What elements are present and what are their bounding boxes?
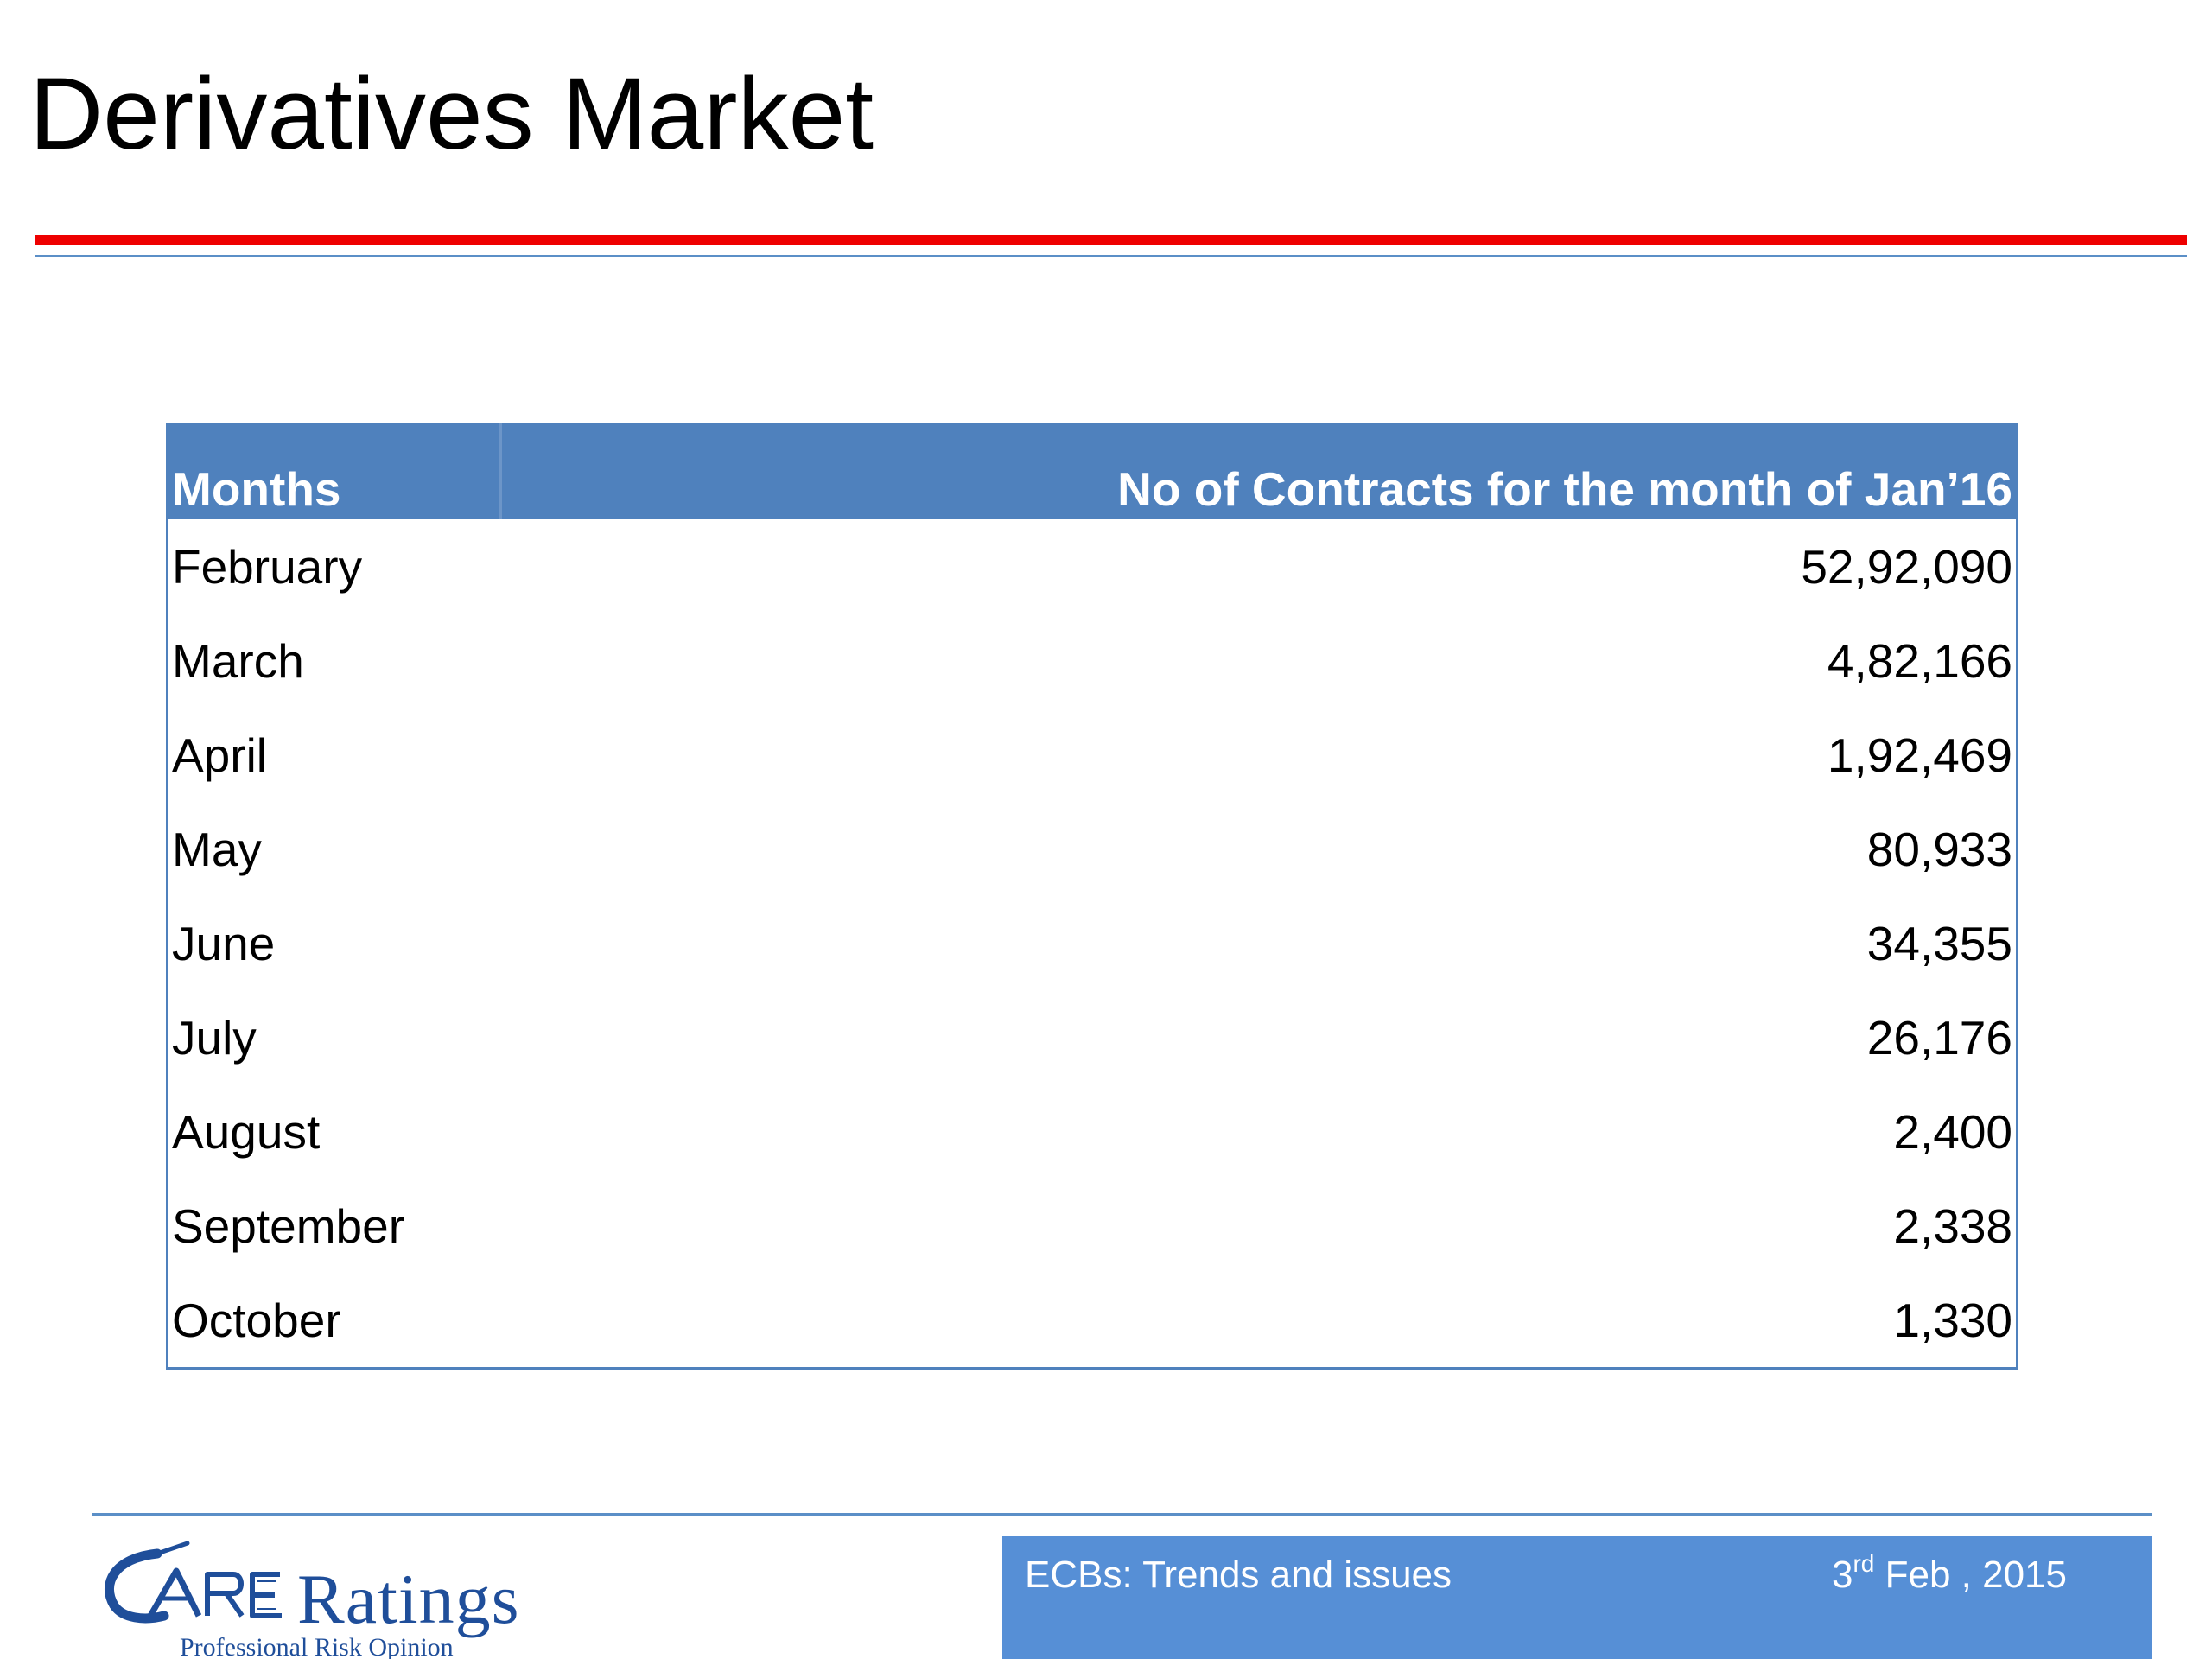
title-divider-red <box>35 235 2187 245</box>
footer-banner: ECBs: Trends and issues 3rd Feb , 2015 <box>1002 1536 2152 1659</box>
contracts-cell: 34,355 <box>1866 916 2012 970</box>
contracts-cell: 1,92,469 <box>1827 728 2012 782</box>
contracts-cell: 26,176 <box>1866 1010 2012 1065</box>
month-cell: February <box>172 539 363 594</box>
logo-wordmark: Ratings <box>297 1560 520 1638</box>
footer-date: 3rd Feb , 2015 <box>1832 1552 2067 1597</box>
logo-tagline: Professional Risk Opinion <box>180 1633 454 1659</box>
contracts-cell: 52,92,090 <box>1801 539 2012 594</box>
table-row: February 52,92,090 <box>168 519 2018 613</box>
footer-date-suffix: rd <box>1853 1550 1875 1577</box>
footer-date-day: 3 <box>1832 1554 1853 1596</box>
footer-topic: ECBs: Trends and issues <box>1025 1554 1452 1596</box>
header-contracts: No of Contracts for the month of Jan’16 <box>500 424 2018 519</box>
table-row: October 1,330 <box>168 1273 2018 1369</box>
month-cell: September <box>172 1198 405 1253</box>
table-row: September 2,338 <box>168 1179 2018 1273</box>
table-header-row: Months No of Contracts for the month of … <box>167 424 2018 519</box>
care-mark-icon <box>105 1541 282 1624</box>
header-months: Months <box>167 424 502 519</box>
contracts-cell: 80,933 <box>1866 822 2012 876</box>
month-cell: March <box>172 633 304 688</box>
contracts-cell: 2,338 <box>1893 1198 2012 1253</box>
table-row: June 34,355 <box>168 896 2018 990</box>
table-row: May 80,933 <box>168 802 2018 896</box>
table-row: March 4,82,166 <box>168 613 2018 708</box>
footer-date-rest: Feb , 2015 <box>1874 1554 2067 1596</box>
contracts-cell: 4,82,166 <box>1827 633 2012 688</box>
care-ratings-logo: Ratings Professional Risk Opinion <box>97 1536 581 1659</box>
title-divider-blue <box>35 255 2187 257</box>
page-title: Derivatives Market <box>29 57 874 171</box>
contracts-table: Months No of Contracts for the month of … <box>166 423 2018 1370</box>
table-row: July 26,176 <box>168 990 2018 1084</box>
contracts-cell: 2,400 <box>1893 1104 2012 1159</box>
footer-divider <box>92 1513 2152 1516</box>
table-row: April 1,92,469 <box>168 708 2018 802</box>
month-cell: May <box>172 822 262 876</box>
month-cell: June <box>172 916 276 970</box>
month-cell: July <box>172 1010 257 1065</box>
month-cell: August <box>172 1104 321 1159</box>
contracts-cell: 1,330 <box>1893 1293 2012 1347</box>
month-cell: October <box>172 1293 341 1347</box>
table-row: August 2,400 <box>168 1084 2018 1179</box>
month-cell: April <box>172 728 268 782</box>
